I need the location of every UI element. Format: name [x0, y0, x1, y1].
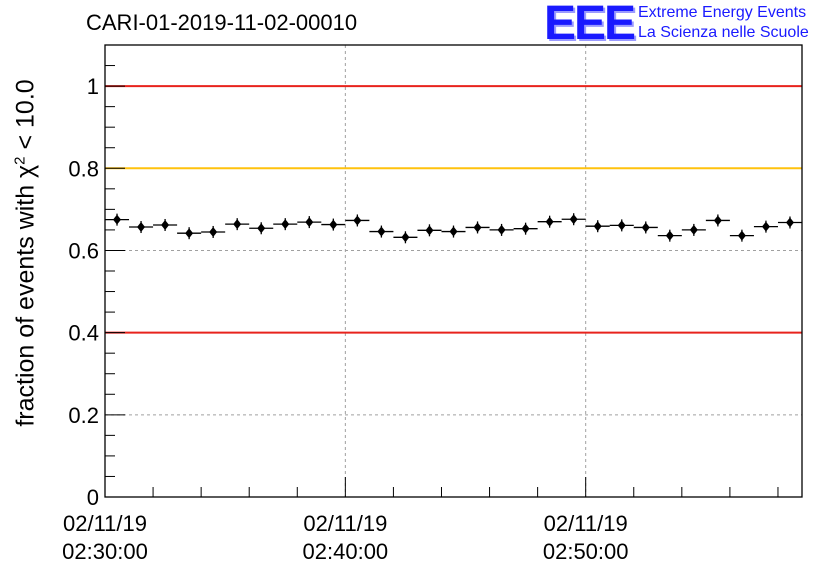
point-marker	[641, 222, 650, 233]
point-marker	[425, 225, 434, 236]
eee-logo: EEE Extreme Energy Events La Scienza nel…	[544, 0, 834, 50]
point-marker	[689, 224, 698, 235]
data-point	[561, 213, 586, 226]
data-point	[513, 222, 538, 235]
plot-frame	[104, 44, 803, 498]
point-marker	[257, 223, 266, 234]
data-point	[609, 219, 634, 232]
data-point	[369, 225, 394, 238]
x-tick-time: 02:50:00	[542, 539, 629, 564]
point-marker	[449, 226, 458, 237]
point-marker	[329, 219, 338, 230]
data-point	[393, 231, 418, 244]
y-tick-labels: 0 0.2 0.4 0.6 0.8 1	[68, 74, 99, 510]
x-tick-time: 02:40:00	[302, 539, 389, 564]
point-marker	[113, 214, 122, 225]
data-point	[297, 216, 322, 229]
grid-lines	[105, 45, 802, 497]
logo-tagline-2: La Scienza nelle Scuole	[638, 24, 809, 41]
data-point	[465, 221, 490, 234]
point-marker	[281, 219, 290, 230]
data-point	[729, 229, 754, 242]
axes	[104, 44, 803, 498]
data-point	[417, 224, 442, 237]
data-point	[777, 216, 802, 229]
point-marker	[497, 224, 506, 235]
point-marker	[377, 226, 386, 237]
point-marker	[617, 220, 626, 231]
point-marker	[305, 217, 314, 228]
point-marker	[161, 219, 170, 230]
data-point	[633, 221, 658, 234]
data-point	[153, 218, 178, 231]
x-tick-label: 02/11/19 02:30:00	[62, 510, 148, 566]
data-point	[345, 214, 370, 227]
data-point	[441, 225, 466, 238]
eee-logo-mark: EEE	[544, 0, 636, 50]
x-tick-label: 02/11/19 02:50:00	[543, 510, 629, 566]
y-tick-label: 1	[87, 74, 99, 99]
point-marker	[569, 214, 578, 225]
reference-lines	[105, 85, 802, 334]
point-marker	[665, 230, 674, 241]
point-marker	[521, 223, 530, 234]
point-marker	[185, 228, 194, 239]
data-point	[657, 229, 682, 242]
x-tick-time: 02:30:00	[62, 539, 148, 564]
data-point	[537, 215, 562, 228]
x-tick-date: 02/11/19	[303, 511, 388, 536]
point-marker	[713, 215, 722, 226]
x-tick-date: 02/11/19	[543, 511, 628, 536]
y-tick-label: 0.8	[68, 156, 99, 181]
x-tick-date: 02/11/19	[62, 511, 148, 536]
data-point	[201, 225, 226, 238]
data-point	[225, 218, 250, 231]
data-point	[321, 218, 346, 231]
data-point	[105, 213, 130, 226]
data-point	[585, 220, 610, 233]
x-tick-label: 02/11/19 02:40:00	[303, 510, 389, 566]
point-marker	[209, 226, 218, 237]
point-marker	[545, 216, 554, 227]
data-point	[753, 220, 778, 233]
data-point	[273, 218, 298, 231]
y-tick-label: 0.6	[68, 238, 99, 263]
data-point	[489, 223, 514, 236]
point-marker	[401, 232, 410, 243]
data-point	[129, 221, 154, 234]
point-marker	[761, 221, 770, 232]
logo-tagline-1: Extreme Energy Events	[638, 4, 807, 21]
point-marker	[473, 222, 482, 233]
point-marker	[353, 215, 362, 226]
data-points	[105, 213, 802, 244]
point-marker	[737, 230, 746, 241]
point-marker	[785, 217, 794, 228]
y-tick-label: 0.4	[68, 321, 99, 346]
y-tick-label: 0.2	[68, 403, 99, 428]
point-marker	[593, 221, 602, 232]
chart-title: CARI-01-2019-11-02-00010	[86, 10, 358, 35]
data-point	[177, 227, 202, 240]
y-tick-label: 0	[87, 485, 99, 510]
data-point	[249, 222, 274, 235]
data-point	[681, 223, 706, 236]
data-point	[705, 214, 730, 227]
point-marker	[137, 222, 146, 233]
point-marker	[233, 219, 242, 230]
